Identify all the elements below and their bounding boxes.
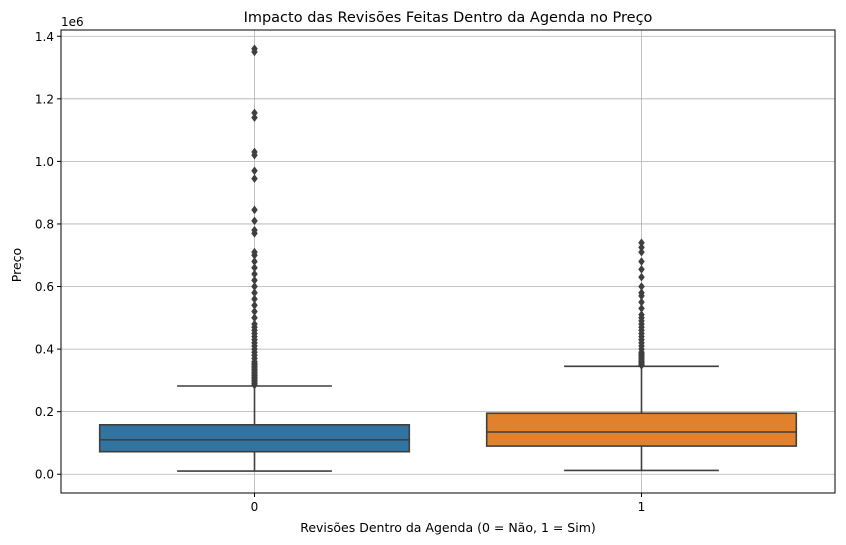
outlier-point [251,257,258,266]
tick-layer: 0.0 0.2 0.4 0.6 0.8 1.0 1.2 1.4 0 1 [35,30,645,514]
outlier-point [638,257,645,266]
outlier-point [638,297,645,307]
chart-title: Impacto das Revisões Feitas Dentro da Ag… [244,10,653,26]
outlier-point [251,307,258,316]
y-tick-label: 0.6 [35,280,54,294]
outlier-point [251,225,258,235]
outlier-point [638,272,645,282]
outlier-point [251,300,258,310]
outlier-point [251,205,258,215]
y-tick-label: 0.4 [35,343,54,357]
y-tick-label: 0.0 [35,468,54,482]
outlier-point [251,247,258,257]
outlier-point [251,108,258,118]
outlier-point [251,313,258,323]
outlier-point [638,238,645,248]
y-offset-label: 1e6 [61,15,84,29]
outlier-point [251,275,258,285]
outlier-point [251,263,258,273]
outlier-point [251,166,258,176]
outlier-point [638,310,645,320]
outlier-point [251,174,258,184]
outlier-point [638,247,645,257]
x-axis-label: Revisões Dentro da Agenda (0 = Não, 1 = … [300,520,596,535]
y-tick-label: 1.4 [35,30,54,44]
outlier-point [251,269,258,279]
y-tick-label: 0.2 [35,405,54,419]
outlier-point [638,282,645,291]
outlier-point [251,294,258,304]
outlier-point [251,216,258,226]
outlier-point [638,264,645,274]
outlier-point [251,288,258,298]
y-tick-label: 1.0 [35,155,54,169]
outlier-point [638,304,645,313]
outlier-point [251,319,258,329]
plot-frame [60,29,836,494]
outlier-point [251,44,258,54]
x-tick-label: 1 [638,500,646,514]
box-group-1 [485,238,798,472]
y-axis-label: Preço [9,248,24,282]
outlier-point [251,113,258,123]
outlier-point [638,243,645,252]
x-tick-label: 0 [251,500,259,514]
y-tick-label: 0.8 [35,217,54,231]
y-tick-label: 1.2 [35,92,54,106]
iqr-box [98,424,411,453]
box-group-0 [98,44,411,472]
outlier-point [251,282,258,291]
box-layer [98,44,798,472]
outlier-point [251,147,258,157]
iqr-box [485,412,798,447]
outlier-point [638,288,645,298]
